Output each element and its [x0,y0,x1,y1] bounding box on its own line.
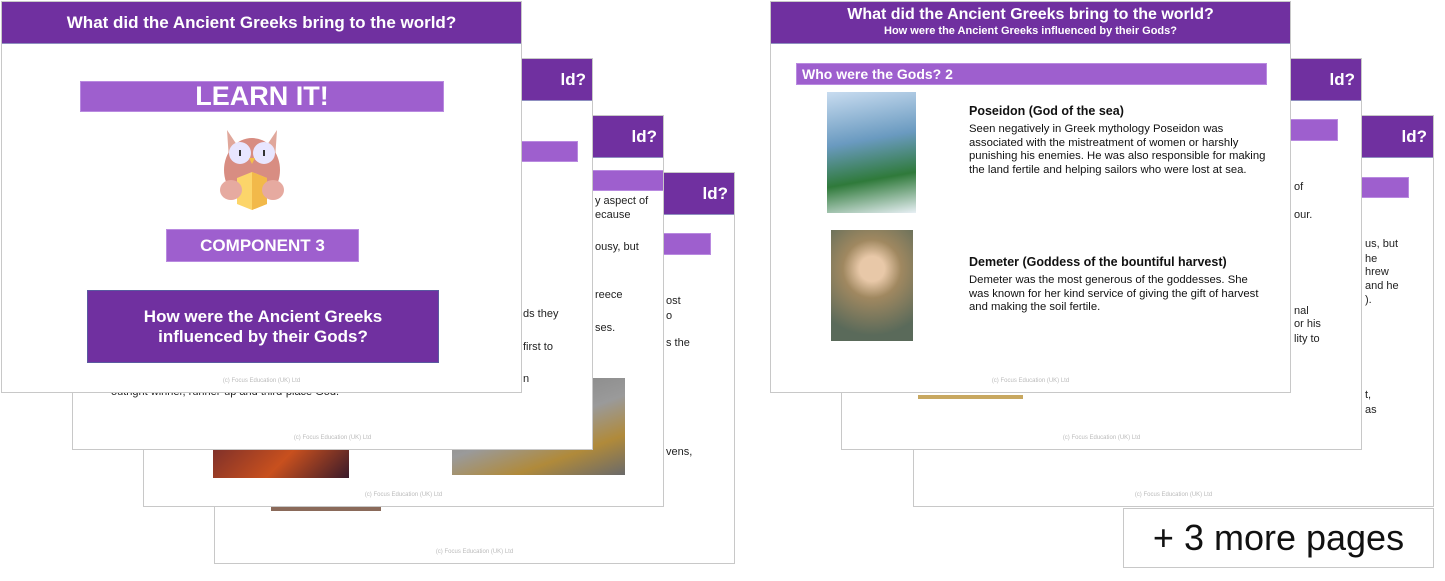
text-fragment: first to [523,341,553,353]
text-fragment: us, but [1365,238,1399,250]
text-fragment: and he [1365,280,1399,292]
slide-header: What did the Ancient Greeks bring to the… [2,2,521,44]
footer-copyright: (c) Focus Education (UK) Ltd [293,435,372,441]
text-fragment: lity to [1294,333,1320,345]
god-description: Demeter was the most generous of the god… [969,274,1259,313]
slide-preview-learn-it: What did the Ancient Greeks bring to the… [1,1,522,393]
question-box: How were the Ancient Greeks influenced b… [87,290,439,363]
footer-copyright: (c) Focus Education (UK) Ltd [1062,435,1141,441]
text-fragment: n [523,373,530,385]
text-fragment: as [1365,404,1377,416]
owl-reading-book-icon [220,130,284,210]
text-fragment: nal [1294,305,1309,317]
text-fragment: our. [1294,209,1313,221]
god-entry: Demeter (Goddess of the bountiful harves… [969,255,1269,315]
slide-preview-gods: What did the Ancient Greeks bring to the… [770,1,1291,393]
footer-copyright: (c) Focus Education (UK) Ltd [222,378,301,384]
text-fragment: y aspect of [595,195,649,207]
text-fragment: ). [1365,294,1372,306]
footer-copyright: (c) Focus Education (UK) Ltd [435,549,514,555]
text-fragment: ses. [595,322,616,334]
demeter-image [831,230,913,341]
footer-copyright: (c) Focus Education (UK) Ltd [1134,492,1213,498]
footer-copyright: (c) Focus Education (UK) Ltd [364,492,443,498]
text-fragment: ecause [595,209,631,221]
text-fragment: ousy, but [595,241,639,253]
text-fragment: hrew [1365,266,1389,278]
text-fragment: t, [1365,389,1372,401]
learn-it-banner: LEARN IT! [80,81,444,112]
footer-copyright: (c) Focus Education (UK) Ltd [991,378,1070,384]
god-name: Poseidon (God of the sea) [969,104,1124,118]
slide-header: What did the Ancient Greeks bring to the… [771,2,1290,44]
text-fragment: he [1365,253,1378,265]
text-fragment: ost [666,295,681,307]
slide-image [271,503,381,511]
text-fragment: s the [666,337,690,349]
god-name: Demeter (Goddess of the bountiful harves… [969,255,1227,269]
god-description: Seen negatively in Greek mythology Posei… [969,123,1266,176]
poseidon-image [827,92,916,213]
text-fragment: of [1294,181,1304,193]
text-fragment: or his [1294,318,1321,330]
text-fragment: vens, [666,446,693,458]
text-fragment: ds they [523,308,559,320]
god-entry: Poseidon (God of the sea) Seen negativel… [969,104,1269,177]
text-fragment: o [666,310,673,322]
more-pages-label: + 3 more pages [1123,508,1434,568]
section-title: Who were the Gods? 2 [796,63,1267,85]
slide-image [918,395,1023,399]
component-label: COMPONENT 3 [166,229,359,262]
text-fragment: reece [595,289,623,301]
